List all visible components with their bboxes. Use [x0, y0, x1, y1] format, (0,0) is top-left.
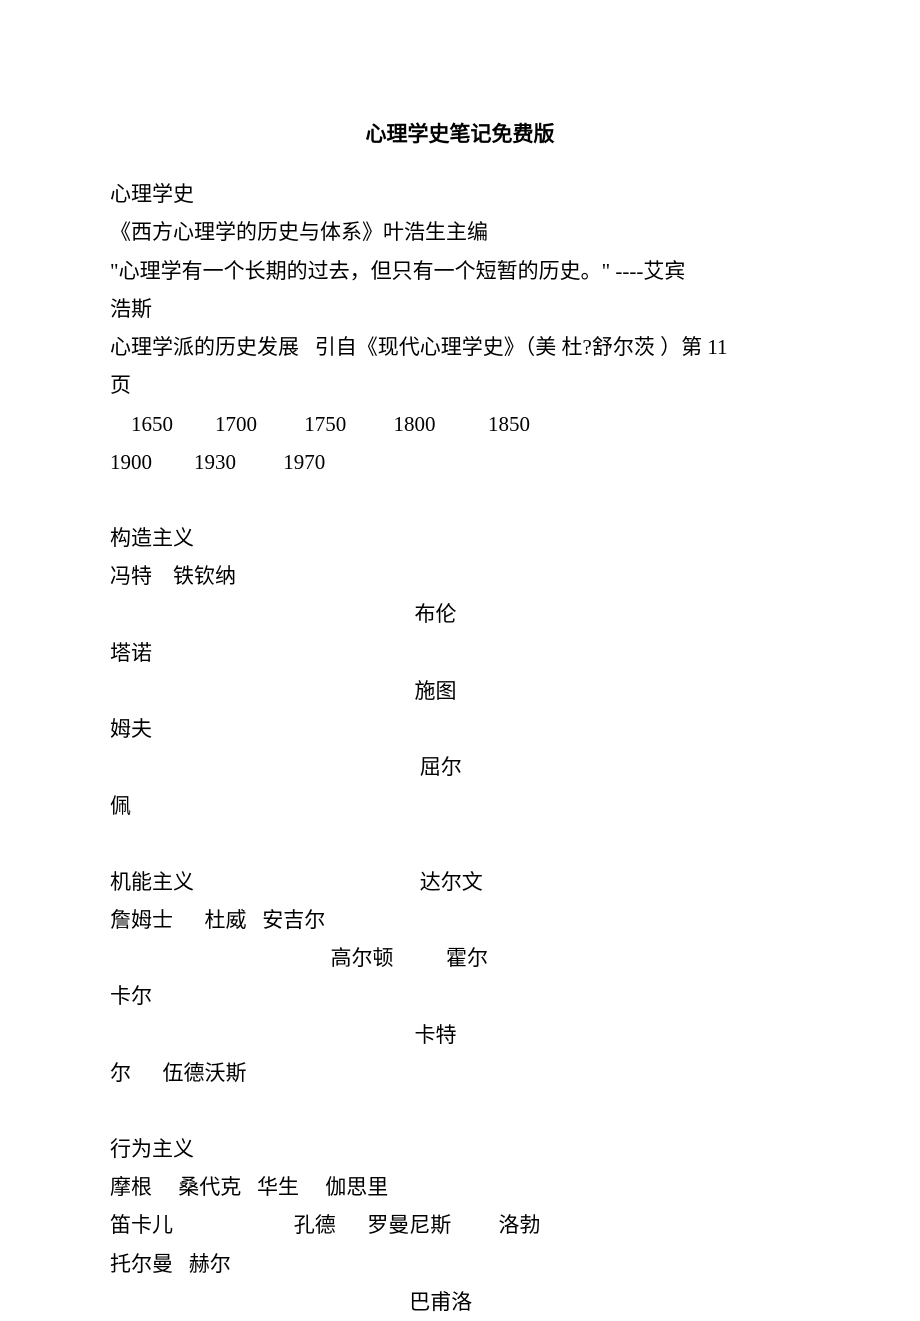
text-line: 施图 — [110, 672, 810, 710]
blank-line — [110, 825, 810, 863]
document-page: 心理学史笔记免费版 心理学史《西方心理学的历史与体系》叶浩生主编"心理学有一个长… — [0, 0, 920, 1321]
text-line: 托尔曼 赫尔 — [110, 1245, 810, 1283]
text-line: 冯特 铁钦纳 — [110, 557, 810, 595]
text-line: 机能主义 达尔文 — [110, 863, 810, 901]
text-line: 浩斯 — [110, 290, 810, 328]
blank-line — [110, 481, 810, 519]
document-title: 心理学史笔记免费版 — [110, 115, 810, 153]
text-line: 高尔顿 霍尔 — [110, 939, 810, 977]
text-line: 尔 伍德沃斯 — [110, 1054, 810, 1092]
text-line: 1650 1700 1750 1800 1850 — [110, 405, 810, 443]
text-line: 页 — [110, 366, 810, 404]
blank-line — [110, 1092, 810, 1130]
text-line: 摩根 桑代克 华生 伽思里 — [110, 1168, 810, 1206]
text-line: 笛卡儿 孔德 罗曼尼斯 洛勃 — [110, 1206, 810, 1244]
text-line: 心理学派的历史发展 引自《现代心理学史》（美 杜?舒尔茨 ）第 11 — [110, 328, 810, 366]
text-line: 构造主义 — [110, 519, 810, 557]
text-line: 姆夫 — [110, 710, 810, 748]
text-line: 佩 — [110, 787, 810, 825]
text-line: "心理学有一个长期的过去，但只有一个短暂的历史。" ----艾宾 — [110, 252, 810, 290]
text-line: 塔诺 — [110, 634, 810, 672]
document-body: 心理学史《西方心理学的历史与体系》叶浩生主编"心理学有一个长期的过去，但只有一个… — [110, 175, 810, 1321]
text-line: 行为主义 — [110, 1130, 810, 1168]
text-line: 卡尔 — [110, 977, 810, 1015]
text-line: 卡特 — [110, 1016, 810, 1054]
text-line: 《西方心理学的历史与体系》叶浩生主编 — [110, 213, 810, 251]
text-line: 布伦 — [110, 595, 810, 633]
text-line: 心理学史 — [110, 175, 810, 213]
text-line: 屈尔 — [110, 748, 810, 786]
text-line: 詹姆士 杜威 安吉尔 — [110, 901, 810, 939]
text-line: 1900 1930 1970 — [110, 443, 810, 481]
